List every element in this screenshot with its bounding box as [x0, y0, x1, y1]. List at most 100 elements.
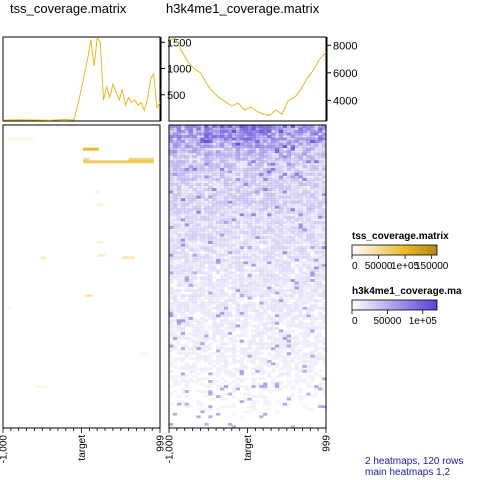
heatmap-2-cell	[172, 334, 178, 338]
heatmap-2-cell	[278, 387, 284, 391]
heatmap-2-cell	[212, 316, 217, 320]
heatmap-2-cell	[290, 352, 295, 356]
heatmap-1-title: tss_coverage.matrix	[10, 1, 127, 16]
heatmap-2-cell	[294, 266, 299, 270]
heatmap-2-cell	[223, 167, 229, 171]
heatmap-2-cell	[255, 175, 260, 179]
heatmap-2-cell	[243, 132, 248, 136]
heatmap-2-cell	[282, 385, 288, 388]
heatmap-2-cell	[294, 276, 299, 280]
heatmap-2-cell	[282, 145, 288, 149]
heatmap-2-cell	[227, 167, 233, 171]
heatmap-2-cell	[314, 180, 319, 184]
heatmap-2-cell	[267, 236, 272, 239]
heatmap-2-cell	[239, 183, 244, 186]
heatmap-2-cell	[259, 339, 264, 343]
heatmap-2-cell	[255, 218, 260, 222]
heatmap-2-cell	[231, 198, 237, 202]
heatmap-2-cell	[184, 362, 189, 366]
heatmap-2-cell	[243, 364, 248, 368]
heatmap-2-cell	[271, 188, 276, 191]
heatmap-2-cell	[212, 319, 217, 323]
heatmap-2-cell	[259, 198, 264, 202]
heatmap-2-cell	[216, 258, 221, 262]
heatmap-2-cell	[282, 253, 288, 257]
heatmap-2-cell	[278, 367, 284, 371]
heatmap-2-cell	[243, 253, 248, 257]
heatmap-2-cell	[208, 273, 213, 277]
heatmap-2-cell	[251, 178, 256, 181]
heatmap-2-cell	[212, 178, 217, 181]
heatmap-2-cell	[274, 243, 280, 247]
heatmap-2-cell	[294, 339, 299, 343]
heatmap-2-cell	[231, 223, 237, 227]
heatmap-2-cell	[220, 183, 225, 186]
heatmap-2-cell	[239, 279, 244, 282]
heatmap-2-cell	[271, 210, 276, 214]
heatmap-2-cell	[267, 147, 272, 151]
heatmap-2-cell	[169, 289, 174, 292]
heatmap-2-cell	[302, 405, 307, 409]
heatmap-2-cell	[263, 155, 268, 159]
heatmap-2-cell	[306, 271, 311, 275]
heatmap-2-cell	[286, 208, 291, 212]
heatmap-2-cell	[290, 193, 295, 196]
heatmap-2-cell	[310, 256, 315, 260]
heatmap-2-cell	[298, 185, 303, 189]
heatmap-2-cell	[220, 304, 225, 308]
heatmap-2-cell	[184, 157, 189, 161]
heatmap-2-cell	[247, 198, 252, 202]
heatmap-2-cell	[274, 233, 280, 237]
heatmap-2-cell	[196, 263, 201, 267]
heatmap-2-cell	[220, 294, 225, 297]
heatmap-2-cell	[169, 200, 174, 204]
heatmap-2-cell	[306, 236, 311, 239]
heatmap-2-cell	[169, 130, 174, 133]
heatmap-2-cell	[196, 190, 201, 194]
heatmap-2-cell	[310, 175, 315, 179]
heatmap-2-cell	[274, 127, 280, 131]
heatmap-2-cell	[176, 132, 182, 136]
heatmap-2-cell	[259, 233, 264, 237]
heatmap-2-cell	[255, 236, 260, 239]
heatmap-2-cell	[212, 268, 217, 272]
heatmap-2-cell	[267, 180, 272, 184]
heatmap-2-cell	[220, 130, 225, 133]
heatmap-2-cell	[223, 304, 229, 308]
heatmap-2-cell	[267, 374, 272, 378]
heatmap-2-cell	[255, 203, 260, 207]
heatmap-2-cell	[294, 344, 299, 348]
heatmap-2-cell	[274, 354, 280, 358]
heatmap-2-cell	[310, 165, 315, 169]
heatmap-2-cell	[302, 193, 307, 196]
heatmap-2-cell	[267, 183, 272, 186]
heatmap-2-cell	[169, 137, 174, 141]
heatmap-2-cell	[216, 367, 221, 371]
heatmap-2-cell	[208, 276, 213, 280]
heatmap-2-cell	[223, 347, 229, 351]
heatmap-2-cell	[298, 200, 303, 204]
heatmap-2-cell	[310, 321, 315, 325]
heatmap-2-cell	[231, 354, 237, 358]
heatmap-2-cell	[298, 301, 303, 305]
heatmap-2-cell	[169, 281, 174, 285]
heatmap-2-cell	[310, 185, 315, 189]
heatmap-2-cell	[227, 220, 233, 224]
heatmap-2-cell	[239, 243, 244, 247]
heatmap-2-cell	[247, 125, 252, 128]
heatmap-2-cell	[200, 185, 205, 189]
heatmap-2-cell	[322, 185, 327, 189]
heatmap-2-cell	[188, 261, 193, 265]
heatmap-2-cell	[267, 372, 272, 376]
heatmap-2-cell	[298, 213, 303, 217]
heatmap-2-cell	[290, 380, 295, 383]
heatmap-2-cell	[184, 256, 189, 260]
heatmap-2-cell	[318, 306, 323, 310]
heatmap-2-cell	[267, 193, 272, 196]
heatmap-2-cell	[263, 263, 268, 267]
heatmap-2-cell	[196, 178, 201, 181]
heatmap-2-cell	[294, 130, 299, 133]
heatmap-2-cell	[271, 248, 276, 252]
heatmap-2-cell	[255, 223, 260, 227]
heatmap-2-cell	[172, 147, 178, 151]
